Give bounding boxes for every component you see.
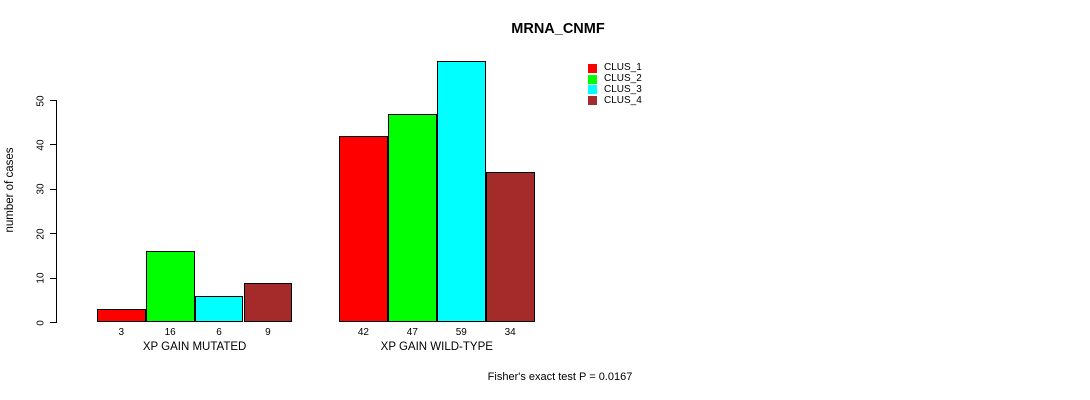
y-axis-tick [50, 144, 57, 146]
clus_4-swatch-icon [588, 96, 597, 106]
bar-clus_3-xp-gain-mutated [194, 295, 244, 323]
legend-label: CLUS_1 [604, 62, 642, 74]
bar-clus_2-xp-gain-wild-type [387, 113, 437, 323]
clus_2-swatch-icon [588, 74, 597, 84]
y-axis-tick-label: 50 [35, 94, 47, 107]
y-axis-tick [50, 100, 57, 101]
y-axis-tick-label: 0 [35, 319, 47, 326]
bar-value-label: 42 [357, 327, 369, 338]
bar-clus_4-xp-gain-wild-type [485, 171, 535, 323]
y-axis-tick [50, 188, 57, 190]
legend-label: CLUS_3 [604, 83, 642, 95]
bar-value-label: 9 [265, 327, 271, 338]
y-axis-tick-label: 20 [35, 228, 47, 240]
y-axis-tick [50, 322, 57, 323]
y-axis-tick [50, 233, 57, 235]
bar-value-label: 3 [118, 327, 125, 338]
y-axis-tick [50, 277, 57, 279]
y-axis-line [56, 100, 57, 323]
group-label-xp-gain-wild-type: XP GAIN WILD-TYPE [380, 341, 493, 353]
bar-clus_4-xp-gain-mutated [243, 282, 293, 323]
group-label-xp-gain-mutated: XP GAIN MUTATED [142, 341, 247, 353]
clus_1-swatch-icon [588, 63, 597, 73]
annotation-fishers-test: Fisher's exact test P = 0.0167 [487, 371, 633, 383]
legend-item-clus_2: CLUS_2 [588, 74, 642, 85]
bar-clus_3-xp-gain-wild-type [436, 60, 486, 323]
bar-value-label: 6 [216, 327, 222, 338]
bar-clus_2-xp-gain-mutated [145, 251, 195, 323]
chart-title: MRNA_CNMF [511, 21, 605, 37]
legend-item-clus_4: CLUS_4 [588, 95, 642, 106]
bar-value-label: 47 [406, 327, 418, 338]
legend-item-clus_1: CLUS_1 [588, 63, 642, 74]
clus_3-swatch-icon [588, 85, 597, 95]
bar-value-label: 34 [504, 327, 516, 338]
legend-label: CLUS_4 [604, 94, 642, 106]
bar-value-label: 16 [164, 327, 176, 338]
y-axis-tick-label: 30 [35, 183, 47, 195]
legend-label: CLUS_2 [604, 73, 642, 85]
bar-value-label: 59 [455, 327, 467, 338]
bar-clus_1-xp-gain-mutated [96, 309, 146, 323]
y-axis-tick-label: 40 [35, 139, 47, 151]
y-axis-title: number of cases [4, 147, 16, 233]
legend-item-clus_3: CLUS_3 [588, 83, 642, 96]
bar-clus_1-xp-gain-wild-type [339, 136, 388, 323]
y-axis-tick-label: 10 [35, 272, 47, 284]
legend: CLUS_1 CLUS_2 CLUS_3 CLUS_4 [588, 63, 642, 106]
